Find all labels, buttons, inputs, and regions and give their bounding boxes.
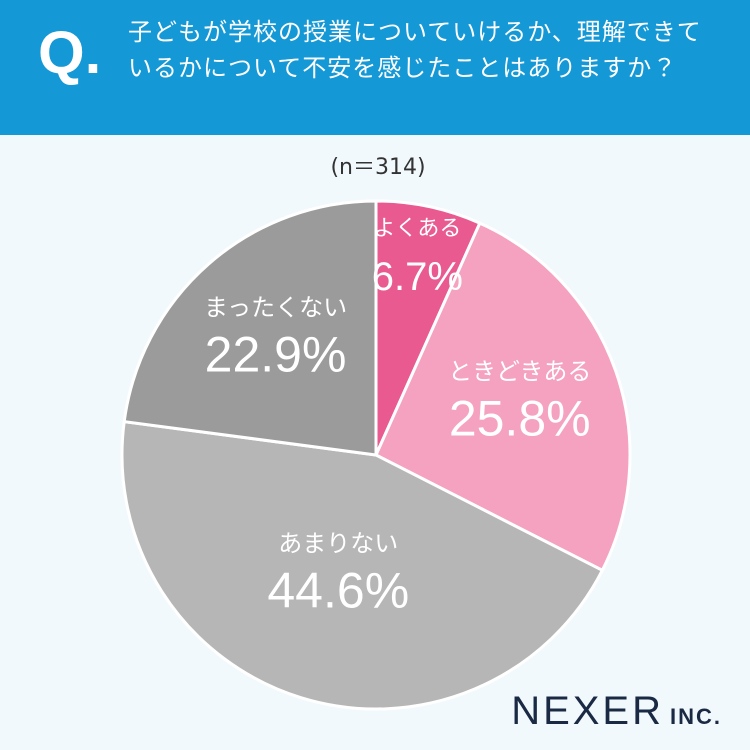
chart: (n＝314) よくある 6.7% ときどきある 25.8% あまりない 44.6% まった… <box>120 155 632 711</box>
slice-label: あまりない <box>278 529 398 557</box>
brand-suffix: INC. <box>670 704 722 729</box>
value-label: 6.7% <box>372 255 463 299</box>
pie-slice <box>374 199 482 456</box>
value-label: 25.8% <box>449 390 591 446</box>
slice-label: ときどきある <box>448 357 591 385</box>
slice-label: まったくない <box>204 293 347 321</box>
chart-title: 子どもが学校の授業についていけるか、理解できているかについて不安を感じたことはあ… <box>128 18 702 82</box>
value-label: 22.9% <box>205 327 347 383</box>
brand-name: NEXER <box>511 689 664 733</box>
slice-label: よくある <box>373 216 461 241</box>
header: Q. 子どもが学校の授業についていけるか、理解できているかについて不安を感じたこ… <box>0 0 750 135</box>
brand: NEXER INC. <box>511 689 722 734</box>
chart-subtitle: (n＝314) <box>330 155 425 180</box>
pie-slice <box>122 199 378 457</box>
question-label: Q. <box>38 19 102 86</box>
value-label: 44.6% <box>267 562 409 618</box>
pie-slice <box>120 419 605 711</box>
pie-slice <box>374 221 632 573</box>
